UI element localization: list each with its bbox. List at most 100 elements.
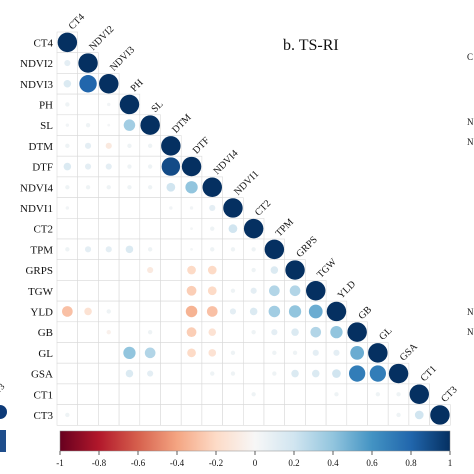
grid-cell [367,404,389,426]
row-label: GB [38,327,53,339]
correlation-circle [210,226,215,231]
colorbar-tick-label: 1 [448,458,453,468]
correlation-circle [187,348,196,358]
grid-cell [77,321,99,343]
diagonal-circle [140,115,160,135]
correlation-circle [349,365,366,382]
correlation-circle [125,369,134,378]
column-label: CT4 [67,12,87,32]
correlation-circle [105,163,112,170]
row-label: GSA [31,369,53,381]
correlation-circle [210,371,215,376]
grid-cell [346,383,368,405]
grid-cell [56,321,79,343]
grid-cell [160,218,182,240]
grid-cell [118,280,141,302]
column-label: GL [377,325,394,342]
correlation-circle [186,285,197,296]
grid-cell [118,321,141,343]
correlation-circle [208,349,217,357]
correlation-circle [185,305,198,318]
correlation-circle [65,247,70,252]
correlation-circle [106,309,111,314]
grid-cell [118,404,141,426]
row-label: NDVI3 [20,79,53,91]
grid-cell [98,280,120,302]
diagonal-circle [347,322,367,342]
colorbar-tick-label: -0.6 [131,458,146,468]
grid-cell [56,342,79,364]
grid-cell [284,383,306,405]
correlation-circle [106,329,111,335]
grid-cell [346,404,368,426]
column-label: SL [149,99,165,115]
row-label: YLD [30,306,53,318]
row-label: SL [40,120,53,132]
correlation-circle [272,371,277,376]
grid-cell [222,383,244,405]
correlation-circle [271,329,278,336]
grid-cell [139,300,161,323]
correlation-circle [127,143,132,149]
diagonal-circle [243,218,264,239]
colorbar-tick-label: 0.8 [405,458,417,468]
diagonal-circle [409,384,429,404]
diagonal-circle [306,281,326,301]
row-label: GRPS [25,265,53,277]
correlation-circle [312,349,319,356]
correlation-circle [334,392,339,397]
column-label: DTM [170,112,194,136]
correlation-circle [251,247,256,252]
grid-cell [160,383,182,405]
correlation-circles [57,32,450,425]
correlation-circle [330,325,343,339]
correlation-circle [249,307,258,316]
grid-cell [222,404,244,426]
column-label: PH [129,77,146,94]
correlation-circle [350,345,365,360]
grid-cell [118,300,141,323]
correlation-circle [190,227,193,231]
grid-cell [98,404,120,426]
colorbar-tick-label: -0.8 [92,458,107,468]
grid-cell [201,404,223,426]
correlation-circle [187,265,196,275]
correlation-circle [127,164,132,169]
correlation-circle [147,266,154,274]
chart-title: b. TS-RI [283,37,339,54]
grid-cell [160,342,182,364]
grid-cell [77,259,99,281]
grid-cell [305,404,327,426]
correlation-circle [63,79,72,88]
grid-cell [77,280,99,302]
diagonal-circle [78,53,98,73]
correlation-circle [62,306,73,317]
row-label: NDVI4 [20,182,53,194]
correlation-circle [125,245,134,254]
colorbar-tick-label: -0.4 [170,458,185,468]
column-label: YLD [336,279,358,301]
column-label: CT2 [253,198,273,218]
correlation-circle [107,123,111,127]
column-label: DTF [191,135,212,156]
correlation-circle [251,267,256,273]
column-label: CT1 [419,364,439,384]
correlation-circle [208,328,217,336]
correlation-circle [396,392,401,397]
correlation-circle [147,143,153,149]
correlation-circle [288,305,302,318]
grid-cell [263,383,286,405]
correlation-circle [333,349,340,356]
correlation-circle [375,392,381,397]
correlation-circle [147,164,153,169]
correlation-circle [210,247,215,252]
right-edge-fragment: N [467,327,474,337]
grid-cell [243,404,265,426]
correlation-circle [169,206,173,210]
correlation-circle [127,185,132,190]
left-cropped-circle [0,405,7,419]
grid-cell [98,362,120,385]
grid-cell [139,218,161,240]
diagonal-circle [99,74,119,94]
column-label: NDVI1 [232,169,261,198]
